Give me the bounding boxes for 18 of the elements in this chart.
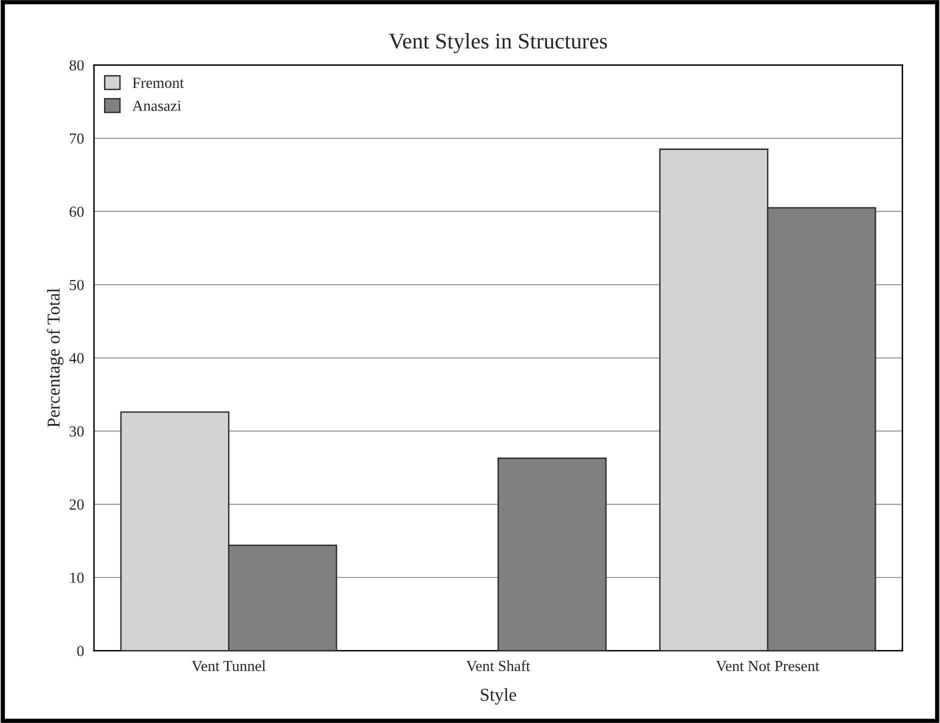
x-axis-title: Style xyxy=(480,688,516,705)
y-tick-label: 0 xyxy=(77,646,84,656)
y-tick-label: 60 xyxy=(70,206,84,217)
y-tick-label: 50 xyxy=(70,280,84,290)
legend-label: Fremont xyxy=(132,78,184,88)
y-tick-label: 20 xyxy=(70,499,84,510)
x-tick-label: Vent Shaft xyxy=(466,660,530,672)
y-tick-label: 80 xyxy=(70,60,84,71)
y-tick-label: 70 xyxy=(70,133,84,144)
bar xyxy=(498,457,607,651)
x-tick-label: Vent Not Present xyxy=(716,661,820,672)
y-tick-label: 10 xyxy=(70,572,84,583)
y-axis-title: Percentage of Total xyxy=(46,288,64,428)
y-tick-label: 30 xyxy=(70,426,84,437)
y-tick-label: 40 xyxy=(69,353,84,364)
chart-title: Vent Styles in Structures xyxy=(388,32,607,54)
legend-label: Anasazi xyxy=(132,100,182,111)
x-tick-label: Vent Tunnel xyxy=(192,660,266,672)
